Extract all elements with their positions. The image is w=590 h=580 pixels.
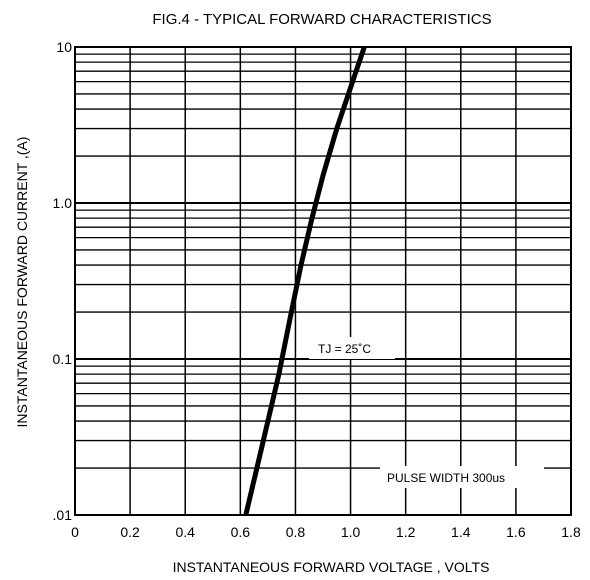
x-tick-label: 0.4 <box>175 524 195 540</box>
y-tick-labels: .01 0.1 1.0 10 <box>53 39 73 523</box>
x-tick-label: 0.2 <box>120 524 140 540</box>
minor-gridlines <box>75 53 571 469</box>
tj-annotation: TJ = 25˚C <box>318 342 371 356</box>
pulse-width-annotation: PULSE WIDTH 300us <box>387 471 505 485</box>
x-tick-label: 0.6 <box>231 524 251 540</box>
tj-annotation-backdrop <box>309 337 395 359</box>
y-axis-label: INSTANTANEOUS FORWARD CURRENT ,(A) <box>14 137 30 428</box>
pulse-annotation-backdrop <box>380 466 544 488</box>
x-tick-label: 1.2 <box>396 524 416 540</box>
x-tick-label: 1.6 <box>506 524 526 540</box>
x-tick-label: 1.8 <box>561 524 581 540</box>
x-tick-label: 0.8 <box>286 524 306 540</box>
y-tick-label: 1.0 <box>53 195 73 211</box>
x-tick-label: 1.0 <box>341 524 361 540</box>
plot-frame <box>74 46 572 516</box>
y-tick-label: 10 <box>56 39 72 55</box>
chart-title: FIG.4 - TYPICAL FORWARD CHARACTERISTICS <box>152 11 491 28</box>
y-tick-label: .01 <box>53 507 73 523</box>
y-tick-label: 0.1 <box>53 351 73 367</box>
forward-characteristic-curve <box>243 46 367 516</box>
x-tick-labels: 0 0.2 0.4 0.6 0.8 1.0 1.2 1.4 1.6 1.8 <box>71 524 581 540</box>
x-tick-label: 1.4 <box>451 524 471 540</box>
major-gridlines <box>74 46 572 516</box>
x-axis-label: INSTANTANEOUS FORWARD VOLTAGE , VOLTS <box>173 559 490 575</box>
x-tick-label: 0 <box>71 524 79 540</box>
